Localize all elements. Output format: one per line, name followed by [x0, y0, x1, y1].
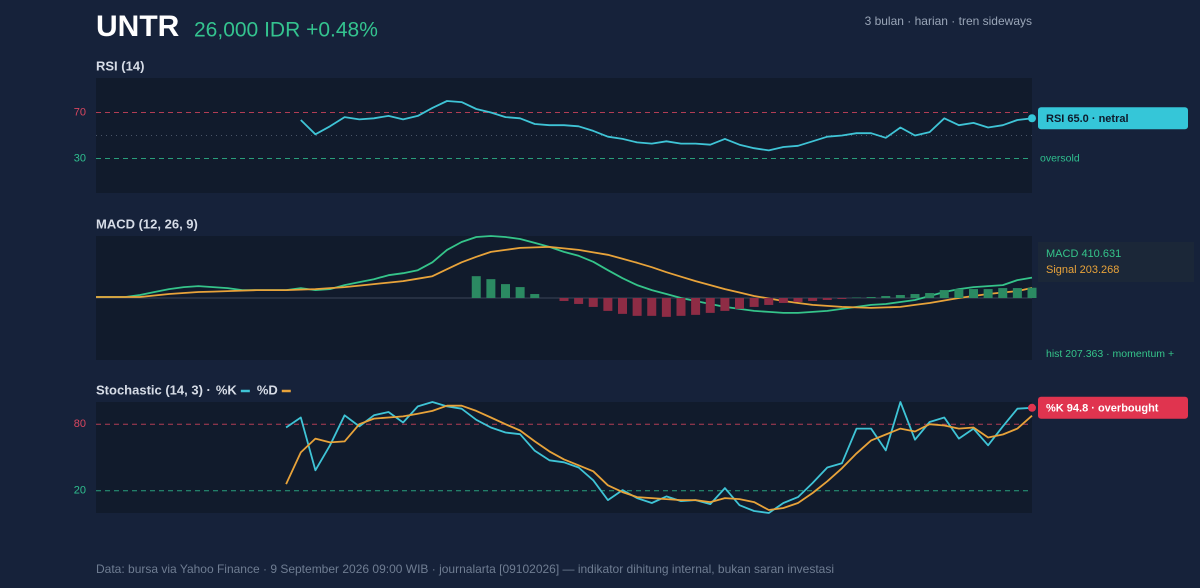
histogram-bar: [983, 289, 993, 298]
histogram-bar: [632, 298, 642, 316]
histogram-bar: [778, 298, 788, 303]
series-line: [96, 246, 1033, 309]
histogram-bar: [998, 288, 1008, 298]
panel-bg: [96, 402, 1032, 513]
series-line: [300, 100, 1033, 152]
histogram-bar: [749, 298, 759, 307]
end-dot: [1028, 114, 1036, 123]
histogram-bar: [881, 296, 891, 298]
histogram-bar: [588, 298, 598, 307]
y-tick-label: 30: [74, 152, 86, 164]
histogram-bar: [808, 298, 818, 301]
histogram-bar: [866, 297, 876, 298]
meta: 3 bulan · harian · tren sideways: [865, 14, 1032, 28]
legend-label: %D: [257, 382, 278, 397]
histogram-bar: [676, 298, 686, 316]
badge: [1038, 396, 1188, 419]
histogram-bar: [910, 294, 920, 298]
y-tick-label: 20: [74, 485, 86, 497]
annotation: oversold: [1040, 152, 1080, 164]
badge: [1038, 107, 1188, 130]
histogram-bar: [471, 276, 481, 298]
series-line: [285, 404, 1033, 511]
footer: Data: bursa via Yahoo Finance · 9 Septem…: [96, 562, 834, 576]
histogram-bar: [691, 298, 701, 315]
histogram-bar: [705, 298, 715, 313]
histogram-bar: [793, 298, 803, 302]
histogram-bar: [764, 298, 774, 305]
histogram-bar: [720, 298, 730, 311]
readout: Signal 203.268: [1046, 264, 1119, 276]
readout-box: [1038, 242, 1194, 282]
badge-text: %K 94.8 · overbought: [1046, 403, 1159, 415]
y-tick-label: 70: [74, 106, 86, 118]
histogram-bar: [647, 298, 657, 316]
histogram-bar: [515, 287, 525, 298]
ticker: UNTR: [96, 10, 180, 43]
histogram-bar: [486, 279, 496, 298]
histogram-bar: [837, 298, 847, 299]
histogram-bar: [822, 298, 832, 300]
panel-title: Stochastic (14, 3) ·: [96, 382, 211, 397]
histogram-bar: [895, 295, 905, 298]
badge-text: RSI 65.0 · netral: [1046, 113, 1129, 125]
panel-title: MACD (12, 26, 9): [96, 216, 198, 231]
histogram-bar: [1027, 287, 1037, 298]
histogram-bar: [969, 289, 978, 298]
histogram-bar: [925, 293, 935, 298]
histogram-bar: [735, 298, 744, 309]
panel-title: RSI (14): [96, 58, 144, 73]
histogram-bar: [661, 298, 671, 317]
histogram-bar: [501, 284, 510, 298]
histogram-bar: [559, 298, 569, 301]
histogram-bar: [618, 298, 627, 314]
histogram-bar: [954, 289, 964, 298]
quote: 26,000 IDR +0.48%: [194, 19, 378, 42]
histogram-bar: [1012, 288, 1022, 298]
histogram-bar: [530, 294, 540, 298]
legend-label: %K: [216, 382, 238, 397]
histogram-bar: [603, 298, 613, 311]
histogram-bar: [574, 298, 584, 304]
y-tick-label: 80: [74, 418, 86, 430]
annotation: hist 207.363 · momentum +: [1046, 348, 1174, 360]
readout: MACD 410.631: [1046, 248, 1121, 260]
end-dot: [1028, 403, 1036, 412]
histogram-bar: [939, 290, 949, 298]
